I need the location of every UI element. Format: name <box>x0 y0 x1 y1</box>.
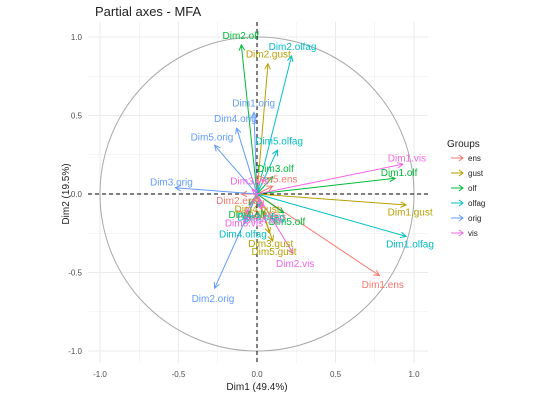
label-dim1-olf: Dim1.olf <box>381 168 418 179</box>
legend-label-vis: vis <box>468 229 478 238</box>
label-dim2-gust: Dim2.gust <box>246 50 291 61</box>
arrow-dim5-vis <box>246 193 258 213</box>
label-dim2-olf: Dim2.olf <box>223 31 260 42</box>
legend-key-arrow-olf <box>458 184 464 192</box>
arrow-dim2-olfag <box>256 56 292 195</box>
arrow-dim5-olf <box>256 193 284 213</box>
label-dim2-orig: Dim2.orig <box>192 294 235 305</box>
label-dim5-orig: Dim5.orig <box>191 132 234 143</box>
x-tick-label: -0.5 <box>172 370 186 379</box>
y-tick-label: -0.5 <box>68 269 82 278</box>
x-tick-label: 0.0 <box>251 370 263 379</box>
arrow-dim5-ens <box>256 186 273 195</box>
label-dim5-ens: Dim5.ens <box>255 174 297 185</box>
legend-key-arrow-orig <box>458 214 464 222</box>
label-dim4-ens: Dim4.ens <box>244 212 286 223</box>
legend-label-orig: orig <box>468 214 481 223</box>
arrow-dim2-gust <box>256 64 268 195</box>
y-tick-label: -1.0 <box>68 347 82 356</box>
label-dim3-olf: Dim3.olf <box>257 164 294 175</box>
y-tick-label: 1.0 <box>71 33 83 42</box>
arrow-dim1-gust <box>256 193 406 205</box>
label-dim4-orig: Dim4.orig <box>214 114 257 125</box>
plot-panel: -1.0 -0.5 0.0 0.5 1.0 -1.0 -0.5 0.0 0.5 1.0 Dim1.e… <box>68 22 434 379</box>
legend-label-ens: ens <box>468 154 481 163</box>
label-dim2-ens: Dim2.ens <box>216 196 258 207</box>
legend-label-gust: gust <box>468 169 484 178</box>
legend-key-arrow-ens <box>458 154 464 162</box>
chart-title: Partial axes - MFA <box>95 4 202 19</box>
x-tick-label: -1.0 <box>93 370 107 379</box>
arrow-dim3-orig <box>175 188 258 195</box>
y-tick-label: 0.5 <box>71 112 83 121</box>
label-dim5-vis: Dim5.vis <box>225 218 263 229</box>
arrow-dim5-orig <box>215 145 258 195</box>
label-dim4-olfag: Dim4.olfag <box>219 230 267 241</box>
legend-key-arrow-gust <box>458 169 464 177</box>
y-axis-title: Dim2 (19.5%) <box>61 163 72 224</box>
y-tick-label: 0.0 <box>71 190 83 199</box>
label-dim4-vis: Dim4.vis <box>244 216 282 227</box>
x-tick-label: 1.0 <box>408 370 420 379</box>
arrow-dim5-olfag <box>256 150 277 195</box>
arrow-dim3-vis <box>252 189 257 194</box>
arrow-dim3-olf <box>256 177 273 195</box>
arrow-dim4-vis <box>256 193 262 210</box>
legend-key-arrow-vis <box>458 229 464 237</box>
label-dim3-vis: Dim3.vis <box>230 176 268 187</box>
legend-label-olfag: olfag <box>468 199 485 208</box>
label-dim1-vis: Dim1.vis <box>388 153 426 164</box>
label-dim1-orig: Dim1.orig <box>232 98 275 109</box>
label-dim2-vis: Dim2.vis <box>276 259 314 270</box>
label-dim3-gust: Dim3.gust <box>248 239 293 250</box>
arrow-dim1-orig <box>254 112 258 195</box>
legend-label-olf: olf <box>468 184 477 193</box>
label-dim5-olf: Dim5.olf <box>269 217 306 228</box>
label-dim1-olfag: Dim1.olfag <box>386 239 434 250</box>
x-axis-title: Dim1 (49.4%) <box>226 382 287 393</box>
legend-title: Groups <box>447 139 480 150</box>
label-dim3-ens: Dim3.ens <box>236 209 278 220</box>
arrow-dim1-vis <box>256 164 403 195</box>
arrow-dim2-olf <box>241 45 258 195</box>
label-dim5-olfag: Dim5.olfag <box>255 136 303 147</box>
label-dim1-gust: Dim1.gust <box>388 207 433 218</box>
label-dim4-gust: Dim4.gust <box>234 205 279 216</box>
x-tick-label: 0.5 <box>330 370 342 379</box>
label-dim4-olf: Dim4.olf <box>228 210 265 221</box>
label-dim3-olfag: Dim3.olfag <box>237 212 285 223</box>
label-dim3-orig: Dim3.orig <box>150 177 193 188</box>
arrow-dim1-olfag <box>256 193 406 236</box>
arrow-dim1-olf <box>256 178 395 195</box>
legend: Groups ens gust olf olfag orig vis <box>447 139 485 238</box>
label-dim5-gust: Dim5.gust <box>251 247 296 258</box>
label-dim2-olfag: Dim2.olfag <box>269 42 317 53</box>
arrow-dim4-orig <box>237 128 258 195</box>
label-dim1-ens: Dim1.ens <box>362 280 404 291</box>
arrow-dim1-ens <box>256 193 379 276</box>
legend-key-arrow-olfag <box>458 199 464 207</box>
